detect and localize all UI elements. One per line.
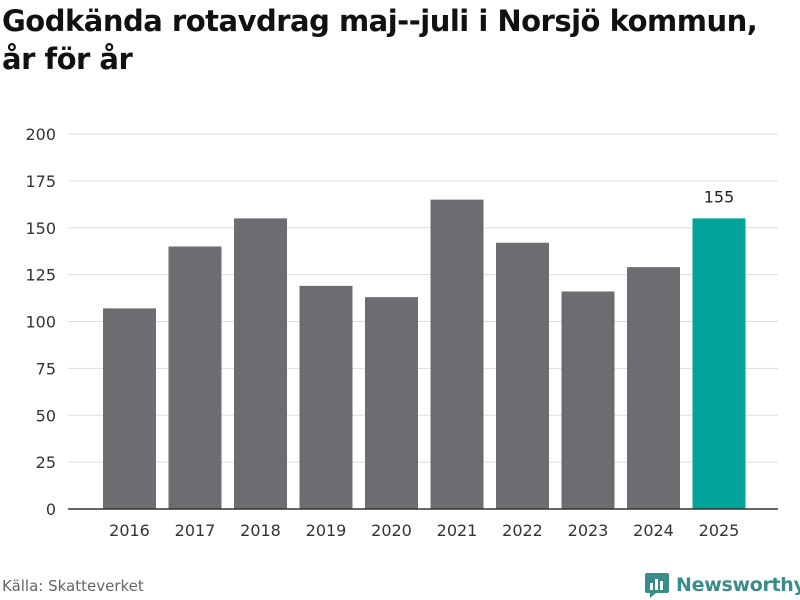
source-note: Källa: Skatteverket (2, 577, 144, 595)
bar-2017 (168, 246, 222, 509)
x-tick-label: 2018 (240, 521, 281, 540)
x-tick-label: 2025 (699, 521, 740, 540)
bar-2018 (234, 218, 287, 509)
bar-2023 (561, 291, 615, 509)
y-tick-label: 100 (25, 313, 56, 332)
y-tick-label: 0 (46, 500, 56, 519)
x-tick-label: 2019 (306, 521, 347, 540)
chart-title: Godkända rotavdrag maj--juli i Norsjö ko… (2, 2, 798, 78)
data-label-2025: 155 (704, 187, 735, 206)
y-axis-ticks: 0 25 50 75 100 125 150 175 200 (25, 125, 56, 519)
newsworthy-logo: Newsworthy (644, 570, 800, 600)
x-tick-label: 2023 (568, 521, 609, 540)
x-tick-label: 2021 (437, 521, 478, 540)
bar-2021 (430, 199, 484, 509)
x-tick-label: 2022 (502, 521, 543, 540)
x-tick-label: 2016 (109, 521, 150, 540)
bar-2019 (299, 285, 353, 509)
x-tick-label: 2020 (371, 521, 412, 540)
y-tick-label: 50 (36, 406, 56, 425)
x-tick-label: 2017 (175, 521, 216, 540)
y-tick-label: 200 (25, 125, 56, 144)
bar-2024 (627, 267, 680, 509)
data-labels: 155 (704, 187, 735, 206)
bar-2022 (496, 242, 549, 509)
x-tick-label: 2024 (633, 521, 674, 540)
bar-2016 (103, 308, 156, 509)
x-axis-ticks: 2016 2017 2018 2019 2020 2021 2022 2023 2024 2025 (109, 521, 739, 540)
bar-2025 (692, 218, 746, 509)
y-tick-label: 125 (25, 266, 56, 285)
y-tick-label: 25 (36, 453, 56, 472)
y-tick-label: 150 (25, 219, 56, 238)
chart-title-line-2: år för år (2, 42, 133, 76)
brand-name: Newsworthy (676, 574, 800, 596)
y-tick-label: 175 (25, 172, 56, 191)
bar-2020 (365, 297, 418, 509)
newsworthy-icon (645, 573, 669, 598)
y-tick-label: 75 (36, 359, 56, 378)
chart-title-line-1: Godkända rotavdrag maj--juli i Norsjö ko… (2, 4, 758, 38)
bars (103, 199, 746, 509)
